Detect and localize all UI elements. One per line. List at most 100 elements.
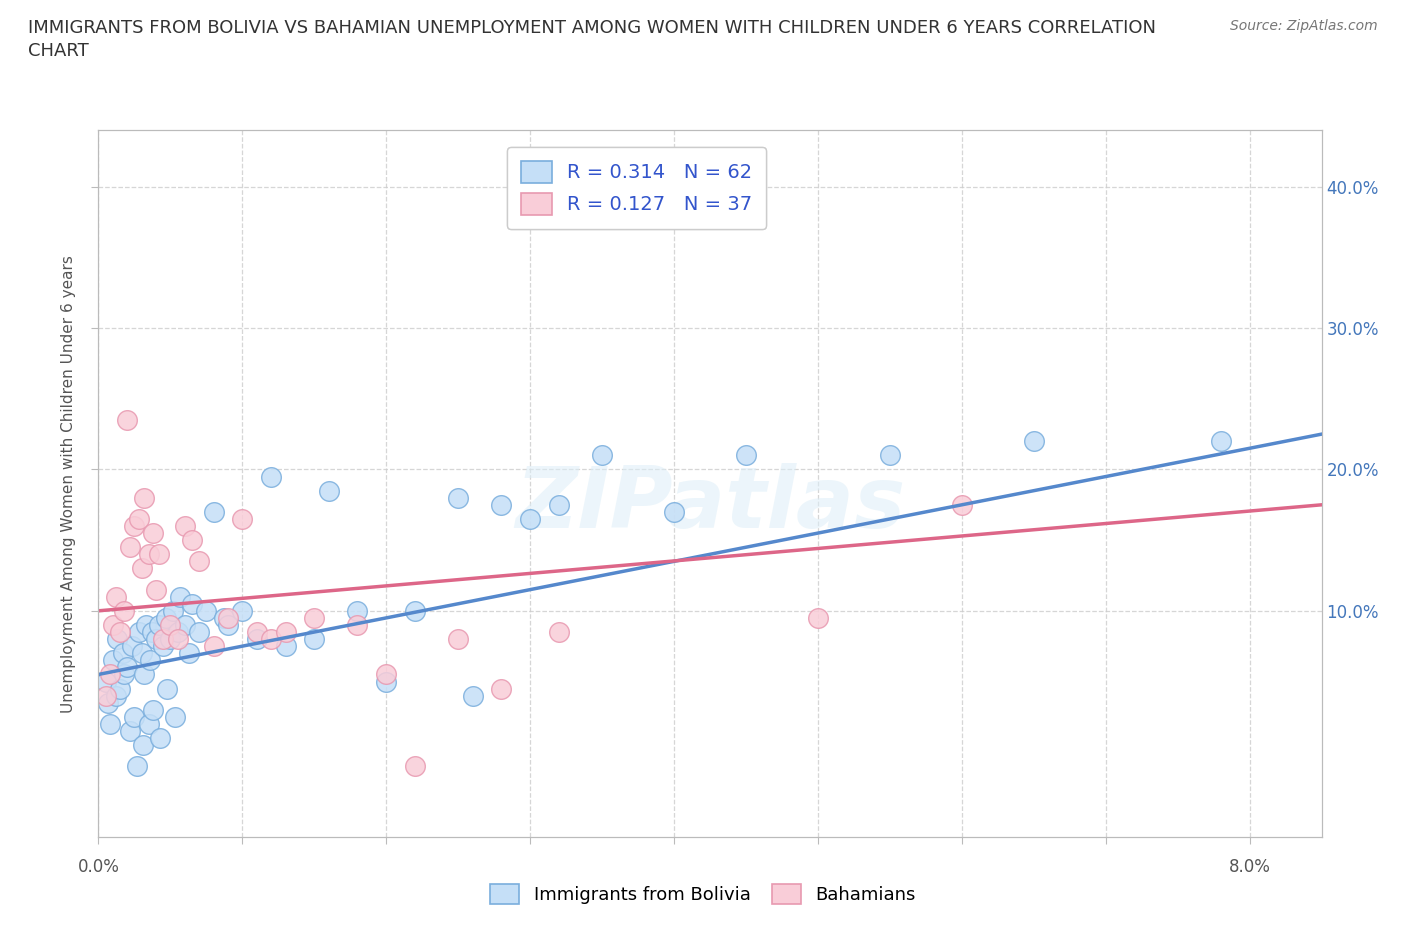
Point [173, 618, 195, 632]
Point [274, 625, 297, 640]
Point [115, 413, 138, 428]
Point [177, 645, 200, 660]
Point [662, 504, 685, 519]
Point [246, 625, 269, 640]
Point [195, 604, 218, 618]
Point [173, 519, 195, 534]
Point [491, 681, 513, 696]
Point [231, 604, 253, 618]
Point [94, 674, 117, 689]
Point [132, 737, 155, 752]
Point [807, 610, 830, 625]
Point [115, 660, 138, 675]
Legend: Immigrants from Bolivia, Bahamians: Immigrants from Bolivia, Bahamians [484, 876, 922, 911]
Point [124, 519, 146, 534]
Legend: R = 0.314   N = 62, R = 0.127   N = 37: R = 0.314 N = 62, R = 0.127 N = 37 [508, 147, 766, 229]
Point [148, 618, 170, 632]
Point [591, 448, 613, 463]
Point [97, 696, 120, 711]
Point [108, 681, 131, 696]
Point [101, 618, 124, 632]
Text: 0.0%: 0.0% [77, 858, 120, 876]
Point [145, 582, 167, 597]
Point [138, 547, 160, 562]
Point [152, 639, 174, 654]
Point [212, 610, 235, 625]
Point [879, 448, 901, 463]
Y-axis label: Unemployment Among Women with Children Under 6 years: Unemployment Among Women with Children U… [60, 255, 76, 712]
Point [169, 590, 191, 604]
Point [202, 639, 225, 654]
Point [260, 469, 283, 484]
Text: IMMIGRANTS FROM BOLIVIA VS BAHAMIAN UNEMPLOYMENT AMONG WOMEN WITH CHILDREN UNDER: IMMIGRANTS FROM BOLIVIA VS BAHAMIAN UNEM… [28, 19, 1156, 60]
Point [112, 604, 135, 618]
Point [461, 688, 484, 703]
Point [124, 710, 146, 724]
Point [142, 525, 165, 540]
Point [94, 688, 117, 703]
Point [127, 759, 149, 774]
Point [304, 631, 326, 646]
Point [447, 490, 470, 505]
Point [120, 724, 142, 738]
Point [159, 631, 181, 646]
Point [134, 667, 156, 682]
Point [1022, 433, 1045, 448]
Point [128, 512, 150, 526]
Point [142, 702, 165, 717]
Point [318, 484, 340, 498]
Point [166, 625, 188, 640]
Point [159, 618, 181, 632]
Point [120, 539, 142, 554]
Point [156, 681, 179, 696]
Point [274, 639, 297, 654]
Point [131, 561, 153, 576]
Point [104, 590, 127, 604]
Point [98, 667, 121, 682]
Point [148, 547, 170, 562]
Point [304, 610, 326, 625]
Point [135, 618, 157, 632]
Point [548, 625, 571, 640]
Point [162, 604, 184, 618]
Point [217, 618, 239, 632]
Point [375, 674, 398, 689]
Point [141, 625, 163, 640]
Point [112, 667, 135, 682]
Point [138, 716, 160, 731]
Point [1209, 433, 1232, 448]
Point [246, 631, 269, 646]
Point [145, 631, 167, 646]
Point [181, 596, 204, 611]
Point [134, 490, 156, 505]
Point [735, 448, 758, 463]
Point [231, 512, 253, 526]
Point [98, 716, 121, 731]
Point [950, 498, 973, 512]
Point [163, 710, 186, 724]
Point [101, 653, 124, 668]
Point [181, 533, 204, 548]
Point [217, 610, 239, 625]
Point [155, 610, 177, 625]
Point [104, 688, 127, 703]
Point [491, 498, 513, 512]
Point [404, 604, 426, 618]
Point [139, 653, 162, 668]
Text: 8.0%: 8.0% [1229, 858, 1271, 876]
Point [149, 731, 172, 746]
Point [404, 759, 426, 774]
Point [121, 639, 143, 654]
Point [346, 604, 368, 618]
Point [188, 625, 211, 640]
Point [202, 504, 225, 519]
Text: ZIPatlas: ZIPatlas [515, 463, 905, 546]
Point [260, 631, 283, 646]
Text: Source: ZipAtlas.com: Source: ZipAtlas.com [1230, 19, 1378, 33]
Point [447, 631, 470, 646]
Point [375, 667, 398, 682]
Point [108, 625, 131, 640]
Point [346, 618, 368, 632]
Point [188, 554, 211, 569]
Point [128, 625, 150, 640]
